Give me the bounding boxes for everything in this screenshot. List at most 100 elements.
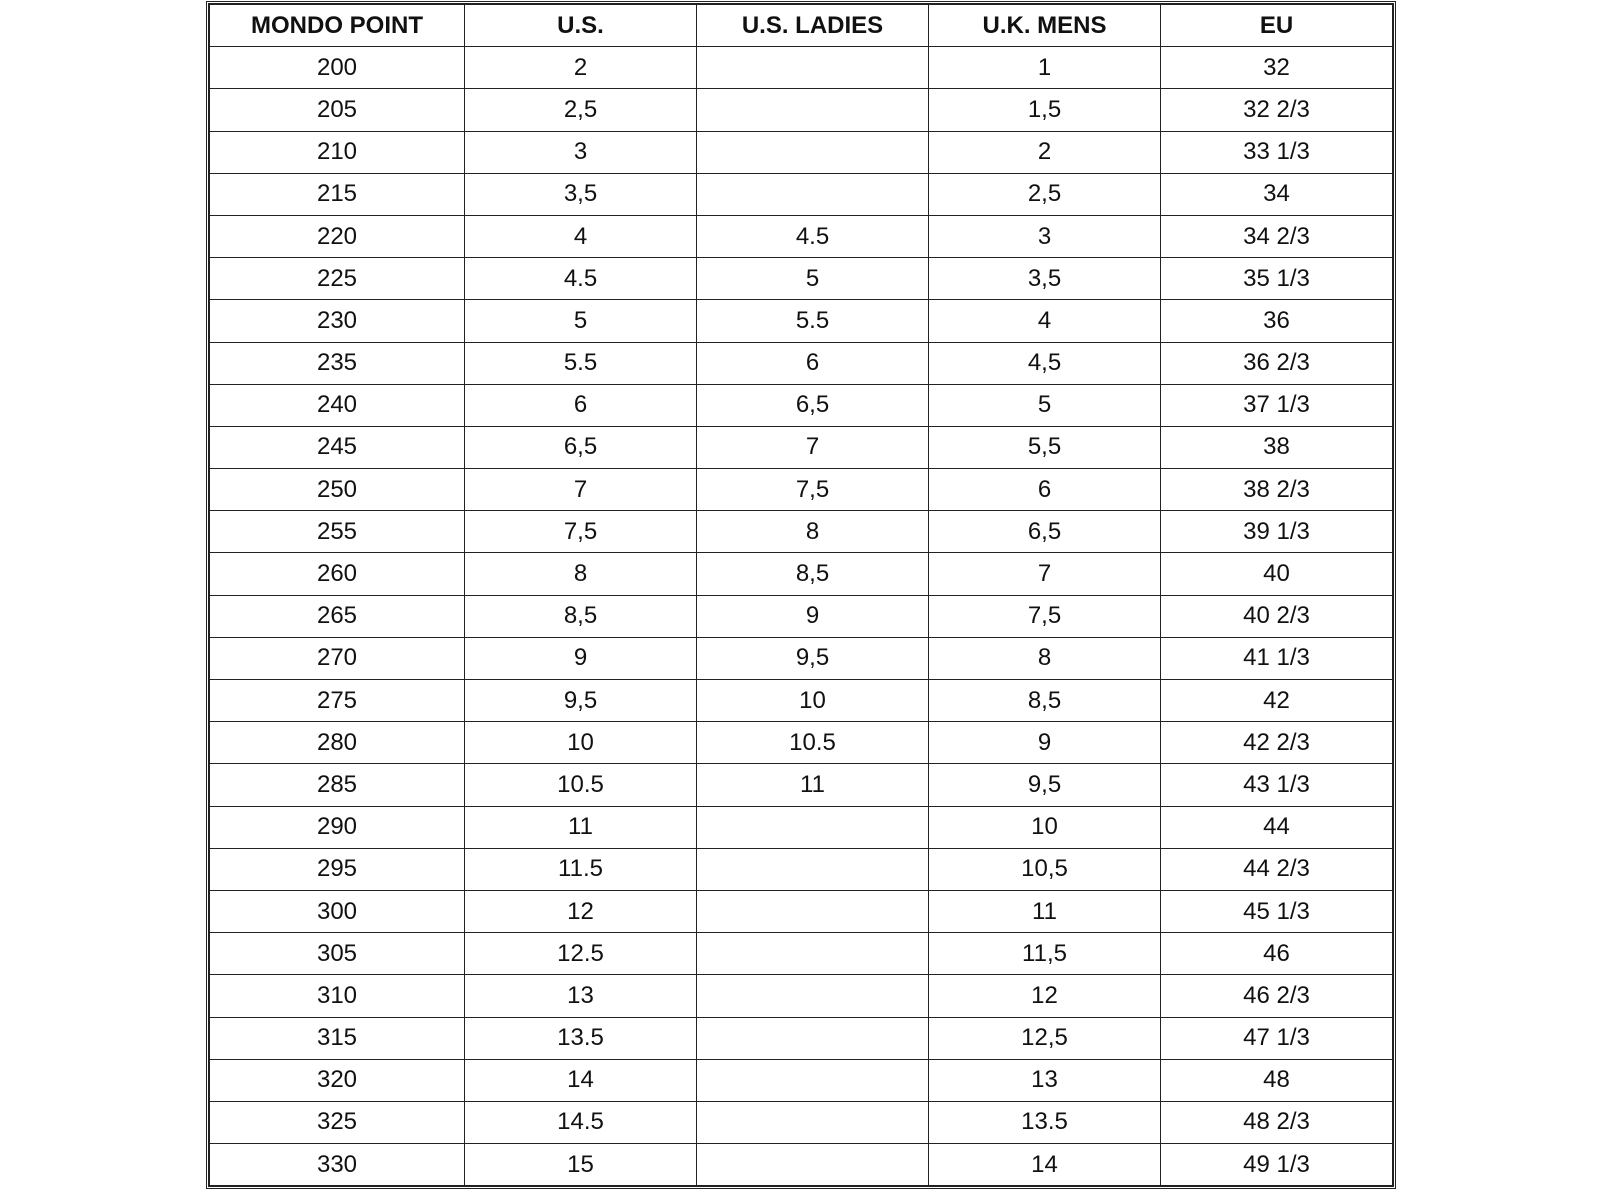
table-cell: 280: [209, 721, 465, 765]
empty-cell: [696, 847, 929, 891]
table-cell: 245: [209, 425, 465, 470]
table-cell: 6: [928, 468, 1161, 512]
empty-cell: [696, 805, 929, 849]
table-cell: 3: [464, 130, 697, 174]
table-row: 310 13 12 46 2/3: [209, 974, 1393, 1018]
table-cell: 12: [464, 889, 697, 934]
table-cell: 9,5: [464, 678, 697, 723]
table-cell: 4: [464, 214, 697, 259]
empty-cell: [696, 932, 929, 976]
table-row: 205 2,5 1,5 32 2/3: [209, 88, 1393, 132]
table-cell: 7: [928, 552, 1161, 596]
table-cell: 4.5: [464, 257, 697, 301]
table-cell: 45 1/3: [1160, 889, 1393, 934]
table-cell: 39 1/3: [1160, 510, 1393, 554]
empty-cell: [696, 889, 929, 934]
table-cell: 10.5: [696, 721, 929, 765]
empty-cell: [696, 1058, 929, 1102]
table-cell: 200: [209, 46, 465, 90]
table-cell: 9,5: [928, 763, 1161, 807]
table-cell: 315: [209, 1016, 465, 1060]
table-cell: 5: [928, 383, 1161, 427]
table-cell: 36 2/3: [1160, 341, 1393, 385]
table-cell: 13.5: [928, 1100, 1161, 1145]
empty-cell: [696, 1143, 929, 1187]
table-cell: 10: [696, 678, 929, 723]
table-row: 255 7,5 8 6,5 39 1/3: [209, 510, 1393, 554]
table-frame: MONDO POINT U.S. U.S. LADIES U.K. MENS EU 20…: [206, 1, 1396, 1190]
table-cell: 205: [209, 88, 465, 132]
table-cell: 7,5: [928, 594, 1161, 638]
table-row: 315 13.5 12,5 47 1/3: [209, 1016, 1393, 1060]
table-row: 305 12.5 11,5 46: [209, 932, 1393, 976]
table-row: 280 10 10.5 9 42 2/3: [209, 721, 1393, 765]
table-cell: 13: [464, 974, 697, 1018]
table-cell: 13.5: [464, 1016, 697, 1060]
column-header: U.S. LADIES: [696, 3, 929, 48]
table-cell: 37 1/3: [1160, 383, 1393, 427]
table-row: 200 2 1 32: [209, 46, 1393, 90]
table-cell: 275: [209, 678, 465, 723]
table-row: 210 3 2 33 1/3: [209, 130, 1393, 174]
table-cell: 35 1/3: [1160, 257, 1393, 301]
table-cell: 295: [209, 847, 465, 891]
table-row: 225 4.5 5 3,5 35 1/3: [209, 257, 1393, 301]
header-row: MONDO POINT U.S. U.S. LADIES U.K. MENS EU: [209, 3, 1393, 48]
table-cell: 5.5: [696, 299, 929, 343]
table-cell: 8: [928, 636, 1161, 681]
table-cell: 10.5: [464, 763, 697, 807]
table-cell: 9: [696, 594, 929, 638]
empty-cell: [696, 974, 929, 1018]
column-header: U.S.: [464, 3, 697, 48]
table-cell: 3: [928, 214, 1161, 259]
table-cell: 265: [209, 594, 465, 638]
empty-cell: [696, 46, 929, 90]
table-row: 265 8,5 9 7,5 40 2/3: [209, 594, 1393, 638]
table-row: 300 12 11 45 1/3: [209, 889, 1393, 934]
table-row: 285 10.5 11 9,5 43 1/3: [209, 763, 1393, 807]
table-cell: 40 2/3: [1160, 594, 1393, 638]
table-cell: 14: [928, 1143, 1161, 1187]
column-header: U.K. MENS: [928, 3, 1161, 48]
table-cell: 320: [209, 1058, 465, 1102]
table-cell: 13: [928, 1058, 1161, 1102]
table-cell: 14: [464, 1058, 697, 1102]
table-cell: 310: [209, 974, 465, 1018]
table-cell: 32: [1160, 46, 1393, 90]
table-cell: 6,5: [464, 425, 697, 470]
table-cell: 4,5: [928, 341, 1161, 385]
table-cell: 4: [928, 299, 1161, 343]
table-cell: 15: [464, 1143, 697, 1187]
table-cell: 40: [1160, 552, 1393, 596]
table-cell: 12.5: [464, 932, 697, 976]
table-cell: 2: [928, 130, 1161, 174]
table-cell: 42 2/3: [1160, 721, 1393, 765]
table-cell: 5: [696, 257, 929, 301]
table-cell: 11: [696, 763, 929, 807]
table-cell: 9,5: [696, 636, 929, 681]
table-cell: 8,5: [696, 552, 929, 596]
table-cell: 46 2/3: [1160, 974, 1393, 1018]
table-cell: 11,5: [928, 932, 1161, 976]
table-cell: 41 1/3: [1160, 636, 1393, 681]
table-cell: 250: [209, 468, 465, 512]
table-cell: 48 2/3: [1160, 1100, 1393, 1145]
table-cell: 6,5: [928, 510, 1161, 554]
table-cell: 38 2/3: [1160, 468, 1393, 512]
empty-cell: [696, 1016, 929, 1060]
table-cell: 9: [928, 721, 1161, 765]
table-row: 290 11 10 44: [209, 805, 1393, 849]
table-row: 220 4 4.5 3 34 2/3: [209, 214, 1393, 259]
table-row: 245 6,5 7 5,5 38: [209, 425, 1393, 470]
table-cell: 2,5: [464, 88, 697, 132]
table-cell: 6,5: [696, 383, 929, 427]
table-cell: 11.5: [464, 847, 697, 891]
table-cell: 9: [464, 636, 697, 681]
table-cell: 300: [209, 889, 465, 934]
table-row: 230 5 5.5 4 36: [209, 299, 1393, 343]
table-cell: 7,5: [464, 510, 697, 554]
table-cell: 10: [928, 805, 1161, 849]
table-cell: 3,5: [928, 257, 1161, 301]
table-cell: 260: [209, 552, 465, 596]
table-cell: 1: [928, 46, 1161, 90]
